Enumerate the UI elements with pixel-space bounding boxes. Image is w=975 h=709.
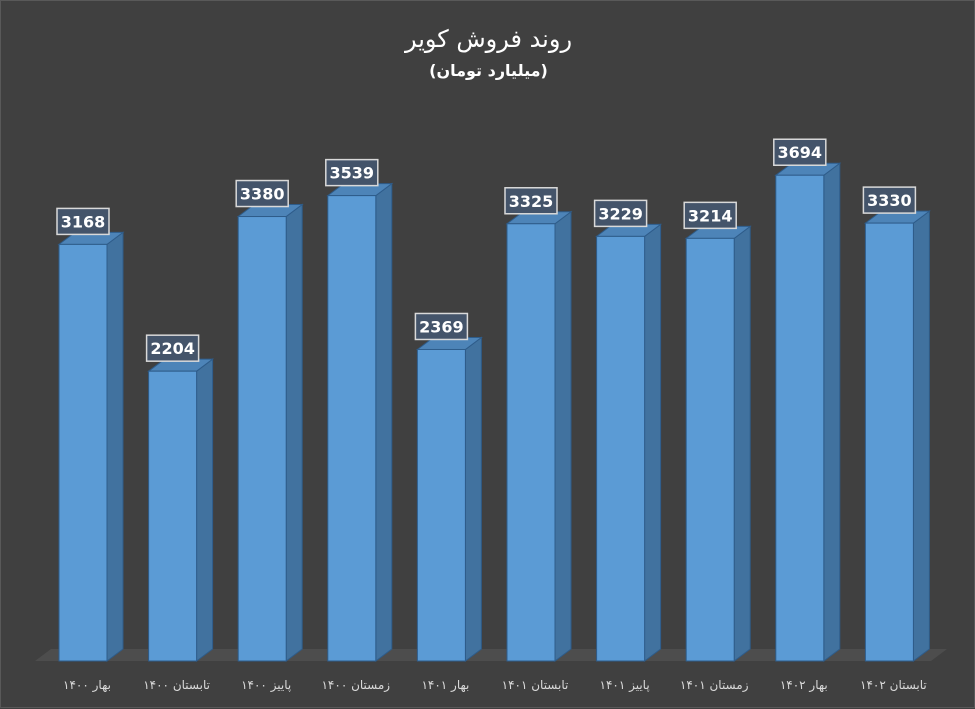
- data-label: 3168: [61, 212, 106, 231]
- bar-side: [733, 225, 751, 662]
- category-label: زمستان ۱۴۰۰: [321, 678, 390, 693]
- bar: [685, 237, 735, 662]
- bar: [775, 174, 825, 662]
- data-label-box: [56, 207, 110, 236]
- data-label: 2204: [150, 339, 195, 358]
- data-label-box: [145, 334, 200, 362]
- bar-side: [196, 358, 214, 662]
- bar: [148, 370, 198, 662]
- data-label: 3325: [509, 192, 554, 211]
- category-label: پاییز ۱۴۰۰: [241, 678, 291, 693]
- data-label-box: [593, 199, 648, 228]
- data-label-box: [414, 312, 469, 341]
- bar-side: [375, 182, 393, 662]
- data-label: 3539: [330, 164, 375, 183]
- bar: [506, 223, 556, 662]
- bar-side: [644, 223, 662, 662]
- bar-side: [106, 231, 124, 662]
- category-label: بهار ۱۴۰۲: [780, 678, 828, 693]
- category-label: تابستان ۱۴۰۲: [860, 678, 927, 692]
- category-label: بهار ۱۴۰۱: [421, 678, 469, 693]
- data-label-box: [325, 158, 379, 187]
- category-label: زمستان ۱۴۰۱: [680, 678, 749, 693]
- data-label: 3330: [867, 191, 912, 210]
- bar: [416, 348, 466, 662]
- data-label-box: [773, 138, 827, 166]
- data-label-box: [504, 187, 558, 215]
- bar: [596, 235, 646, 662]
- bar-side: [823, 162, 841, 662]
- bar-side: [464, 336, 482, 662]
- category-label: پاییز ۱۴۰۱: [600, 678, 650, 693]
- bar-side: [912, 210, 930, 662]
- bar-side: [285, 203, 303, 662]
- bar: [864, 222, 914, 662]
- bar: [327, 195, 377, 662]
- data-label-box: [683, 201, 737, 230]
- bar: [237, 216, 287, 662]
- bar-side: [554, 210, 572, 662]
- data-label-box: [862, 186, 917, 214]
- category-label: بهار ۱۴۰۰: [63, 678, 111, 693]
- data-label: 3380: [240, 185, 285, 204]
- data-label: 3694: [778, 143, 823, 162]
- category-label: تابستان ۱۴۰۰: [143, 678, 210, 692]
- chart-title: روند فروش کویر: [404, 25, 573, 53]
- data-label: 3214: [688, 206, 733, 225]
- bar: [58, 243, 108, 662]
- data-label: 2369: [419, 317, 464, 336]
- data-label: 3229: [598, 204, 643, 223]
- category-label: تابستان ۱۴۰۱: [502, 678, 569, 692]
- data-label-box: [235, 179, 289, 208]
- chart-subtitle: (میلیارد تومان): [429, 61, 548, 80]
